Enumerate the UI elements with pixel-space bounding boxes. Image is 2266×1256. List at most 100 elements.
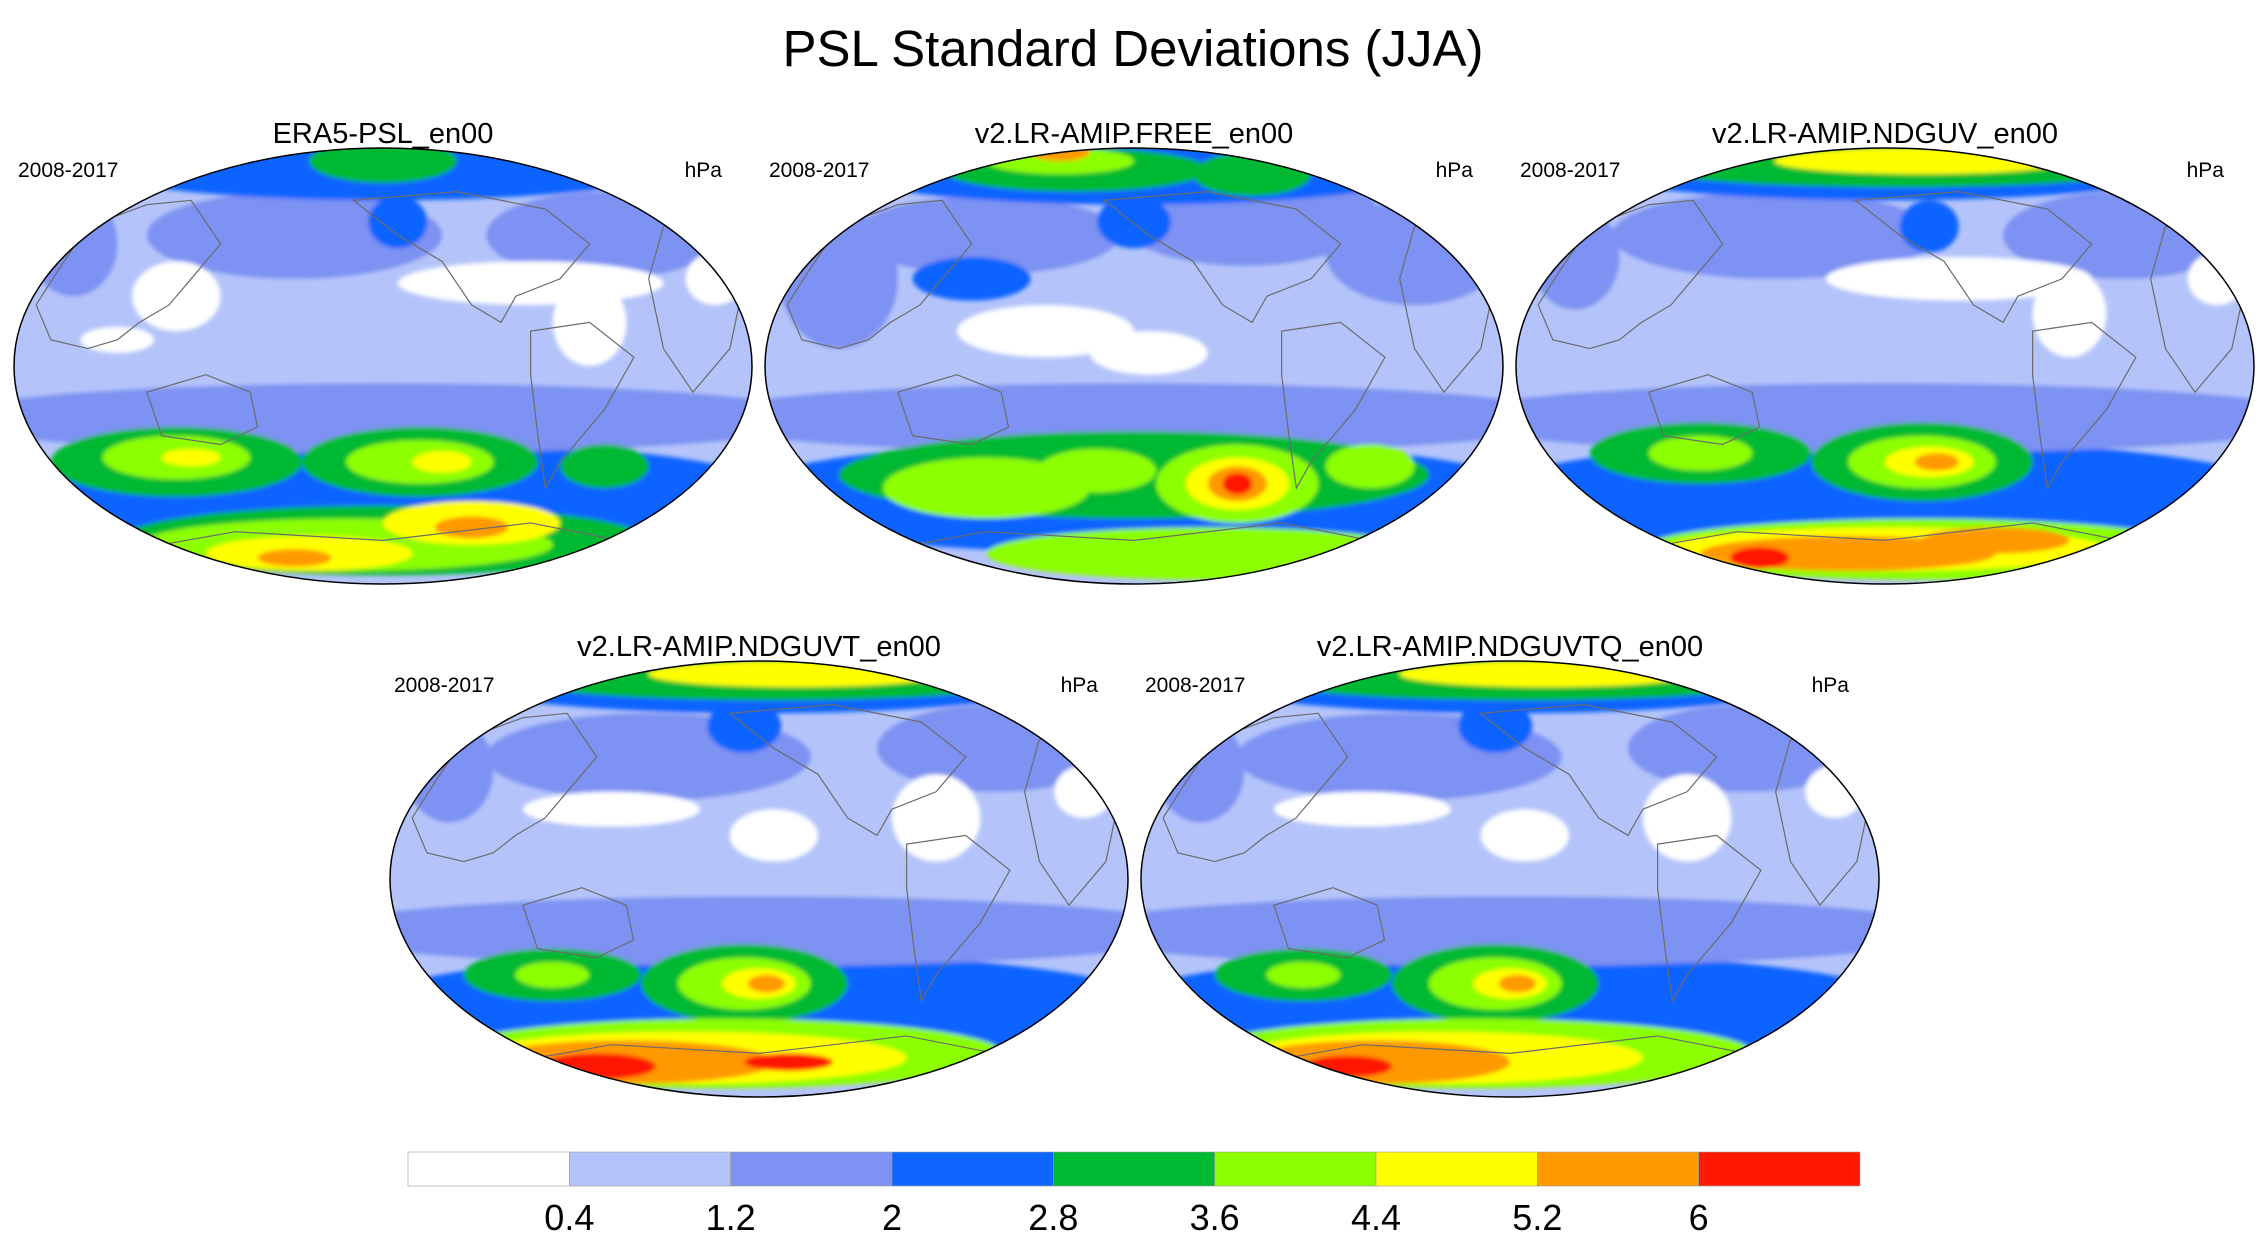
map-panel-2: v2.LR-AMIP.FREE_en00 2008-2017 hPa — [764, 118, 1504, 585]
contour-region — [28, 191, 118, 297]
contour-region — [883, 457, 1090, 519]
map-field — [1141, 661, 1879, 1097]
colorbar-swatch-8 — [1537, 1151, 1699, 1187]
contour-region — [1642, 774, 1732, 862]
contour-region — [537, 1053, 656, 1080]
panel-title: ERA5-PSL_en00 — [273, 118, 494, 150]
contour-region — [1805, 765, 1865, 818]
contour-region — [1530, 204, 1620, 310]
panel-period: 2008-2017 — [394, 674, 494, 697]
colorbar-label: 5.2 — [1512, 1197, 1562, 1238]
contour-region — [1498, 974, 1536, 993]
colorbar-swatch-3 — [730, 1151, 893, 1187]
contour-region — [1611, 191, 1937, 279]
coastlines — [1538, 192, 2246, 558]
colorbar-label: 0.4 — [544, 1197, 594, 1238]
contour-region — [397, 261, 664, 305]
contour-region — [1222, 472, 1253, 495]
contour-region — [412, 451, 472, 473]
panel-period: 2008-2017 — [1520, 159, 1620, 182]
contour-region — [309, 148, 457, 183]
colorbar-swatch-9 — [1698, 1151, 1861, 1187]
contour-region — [853, 195, 1120, 275]
colorbar-swatch-5 — [1053, 1151, 1215, 1187]
contour-region — [2032, 270, 2107, 358]
contour-region — [368, 195, 428, 249]
map-field — [1516, 148, 2254, 584]
contour-region — [404, 717, 494, 823]
panel-title: v2.LR-AMIP.NDGUVT_en00 — [577, 631, 941, 663]
panel-units: hPa — [685, 159, 723, 182]
panel-units: hPa — [1436, 159, 1474, 182]
map-border — [389, 660, 1129, 1098]
contour-region — [515, 961, 590, 988]
contour-region — [685, 252, 745, 305]
figure-title: PSL Standard Deviations (JJA) — [782, 20, 1483, 77]
panel-period: 2008-2017 — [769, 159, 869, 182]
colorbar-swatch-6 — [1214, 1151, 1377, 1187]
contour-region — [956, 304, 1134, 358]
contour-region — [747, 974, 785, 993]
colorbar-label: 1.2 — [706, 1197, 756, 1238]
contour-region — [744, 1053, 833, 1071]
colorbar-label: 3.6 — [1190, 1197, 1240, 1238]
panel-title: v2.LR-AMIP.NDGUV_en00 — [1712, 118, 2058, 150]
contour-region — [1921, 527, 2070, 554]
colorbar-swatch-2 — [569, 1151, 731, 1187]
map-border — [1515, 147, 2255, 585]
panel-units: hPa — [1812, 674, 1850, 697]
map-panel-4: v2.LR-AMIP.NDGUVT_en00 2008-2017 hPa — [389, 631, 1129, 1098]
contour-region — [434, 516, 509, 539]
contour-region — [1325, 444, 1415, 489]
contour-region — [1730, 546, 1790, 569]
contour-region — [257, 549, 332, 567]
contour-region — [1155, 717, 1245, 823]
panel-period: 2008-2017 — [1145, 674, 1245, 697]
coastlines — [1163, 705, 1871, 1071]
contour-region — [560, 444, 649, 489]
contour-region — [868, 392, 987, 445]
contour-region — [2187, 252, 2247, 305]
map-field — [390, 661, 1128, 1097]
colorbar-swatch-1 — [407, 1151, 570, 1187]
contour-region — [1273, 791, 1451, 827]
contour-region — [522, 791, 700, 827]
contour-region — [1899, 200, 1959, 253]
panel-period: 2008-2017 — [18, 159, 118, 182]
contour-region — [1089, 331, 1208, 375]
map-field — [765, 148, 1503, 584]
contour-region — [1266, 961, 1341, 988]
contour-region — [161, 448, 221, 467]
map-panel-1: ERA5-PSL_en00 2008-2017 hPa — [13, 118, 753, 585]
panel-title: v2.LR-AMIP.FREE_en00 — [975, 118, 1294, 150]
map-border — [13, 147, 753, 585]
contour-region — [1038, 448, 1157, 493]
map-border — [1140, 660, 1880, 1098]
contour-region — [1325, 200, 1503, 305]
colorbar-label: 4.4 — [1351, 1197, 1401, 1238]
map-field — [14, 148, 752, 584]
colorbar-label: 2 — [882, 1197, 902, 1238]
colorbar-swatch-4 — [891, 1151, 1054, 1187]
contour-region — [1480, 809, 1570, 862]
contour-region — [1648, 435, 1753, 471]
colorbar-label: 2.8 — [1028, 1197, 1078, 1238]
panel-units: hPa — [2187, 159, 2225, 182]
contour-region — [891, 774, 981, 862]
contour-region — [729, 809, 819, 862]
contour-region — [1054, 765, 1114, 818]
panel-units: hPa — [1061, 674, 1099, 697]
colorbar: 0.4 1.2 2 2.8 3.6 4.4 5.2 6 — [407, 1151, 1861, 1238]
map-border — [764, 147, 1504, 585]
map-panel-3: v2.LR-AMIP.NDGUV_en00 2008-2017 hPa — [1515, 118, 2255, 585]
contour-region — [1914, 453, 1959, 471]
colorbar-swatch-7 — [1375, 1151, 1538, 1187]
contour-region — [912, 257, 1031, 301]
map-panel-5: v2.LR-AMIP.NDGUVTQ_en00 2008-2017 hPa — [1140, 631, 1880, 1098]
coastlines — [787, 192, 1495, 558]
contour-region — [146, 191, 443, 279]
contour-region — [1825, 257, 2092, 301]
